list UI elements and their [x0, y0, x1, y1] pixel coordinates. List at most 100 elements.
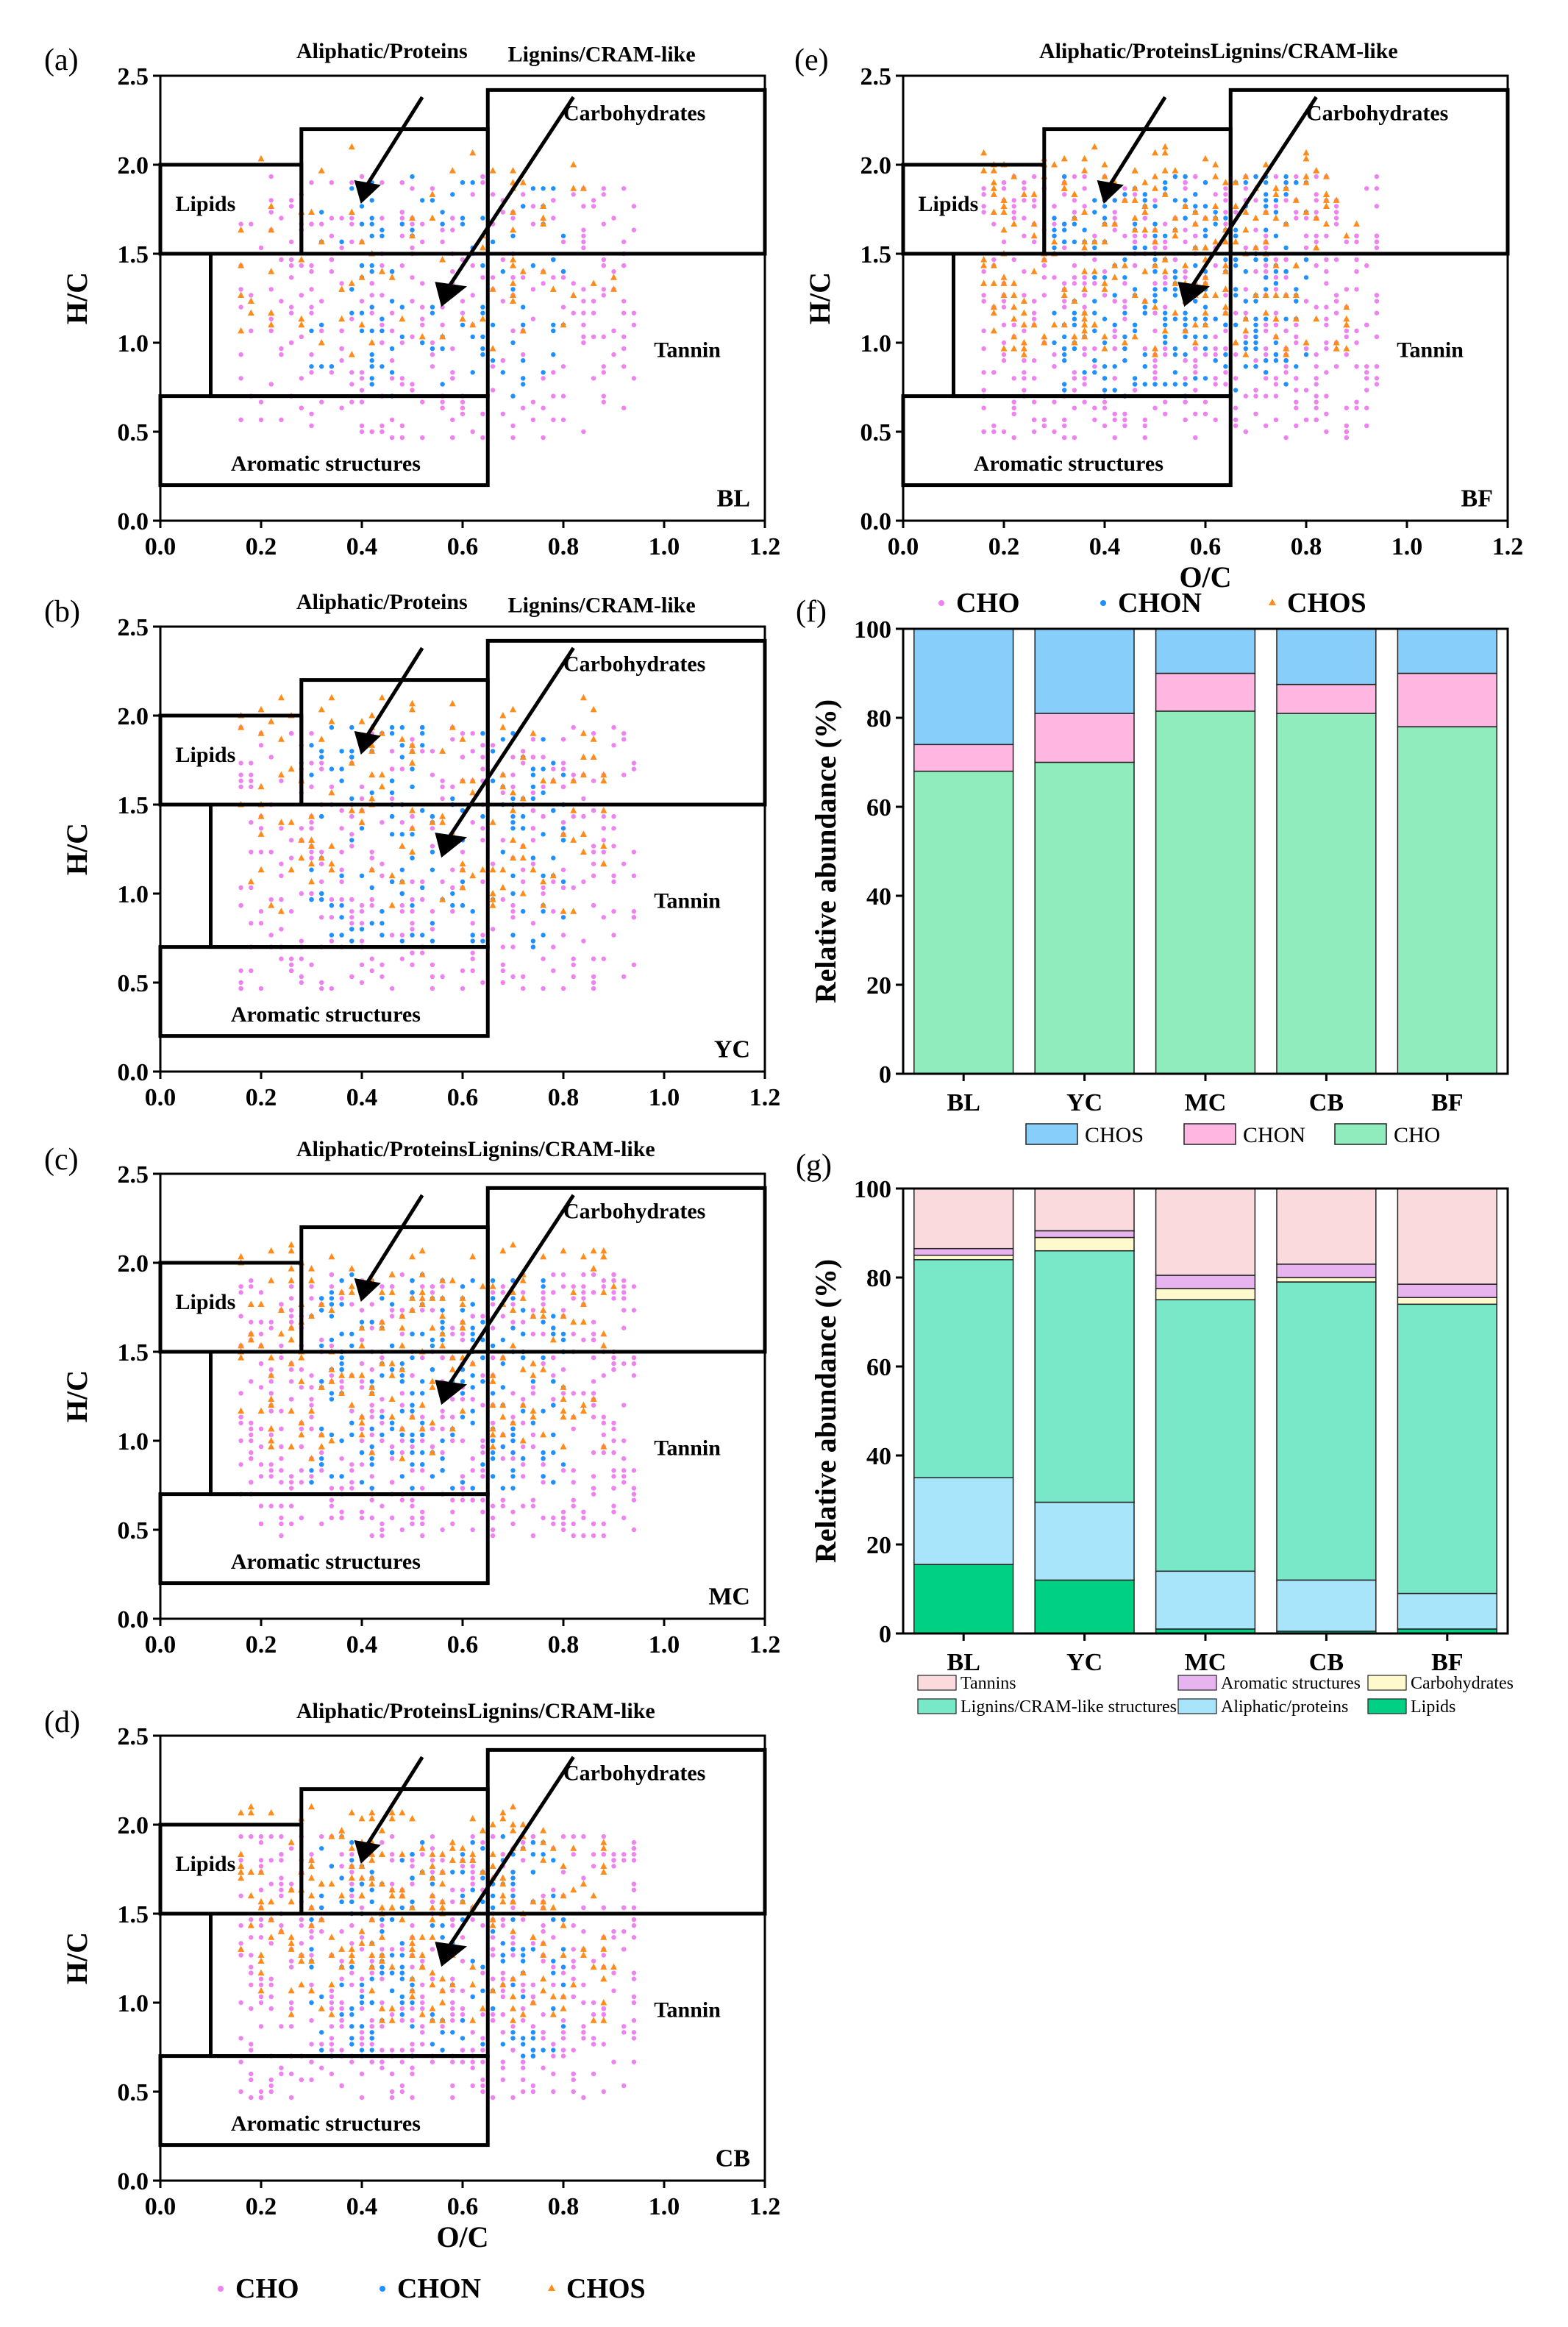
y-tick-label: 100: [854, 616, 891, 644]
point-cho: [1193, 435, 1198, 441]
point-chon: [319, 755, 324, 760]
point-chos: [489, 1916, 496, 1922]
point-chon: [329, 933, 335, 938]
y-tick-label: 0.0: [118, 1059, 149, 1086]
point-chos: [418, 1247, 426, 1254]
point-cho: [1152, 310, 1158, 316]
point-cho: [238, 376, 243, 381]
point-chon: [369, 1426, 374, 1432]
point-chon: [1102, 364, 1108, 369]
point-cho: [1031, 174, 1037, 179]
point-cho: [450, 2006, 455, 2011]
point-cho: [249, 1935, 254, 1940]
point-chon: [510, 1881, 516, 1886]
point-cho: [450, 1976, 455, 1981]
point-cho: [339, 1515, 344, 1521]
point-chos: [368, 1814, 376, 1822]
point-chos: [540, 877, 547, 885]
point-cho: [981, 299, 986, 304]
point-cho: [430, 772, 435, 777]
point-chon: [1112, 322, 1117, 327]
point-chos: [257, 783, 265, 790]
point-cho: [621, 1290, 627, 1295]
point-cho: [279, 1343, 284, 1349]
point-chon: [1273, 352, 1279, 357]
point-cho: [369, 1403, 374, 1408]
x-tick-label: 0.4: [346, 533, 378, 560]
point-cho: [349, 2059, 354, 2064]
point-cho: [470, 1314, 475, 1319]
point-cho: [500, 1314, 505, 1319]
point-chon: [541, 737, 546, 742]
point-cho: [470, 1497, 475, 1503]
point-cho: [379, 1840, 385, 1845]
point-cho: [631, 760, 637, 766]
point-cho: [349, 1480, 354, 1485]
point-chos: [429, 2005, 436, 2011]
point-cho: [1011, 257, 1016, 263]
point-cho: [359, 2071, 365, 2076]
point-cho: [571, 1959, 576, 1964]
point-cho: [581, 340, 586, 346]
point-cho: [1344, 352, 1350, 357]
point-chos: [590, 753, 597, 760]
point-cho: [480, 174, 485, 179]
point-cho: [560, 2036, 566, 2041]
point-cho: [1122, 417, 1127, 423]
point-chon: [430, 1881, 435, 1886]
point-chon: [369, 1887, 374, 1892]
y-tick-label: 2.5: [118, 1723, 149, 1750]
point-chon: [1233, 233, 1239, 238]
point-chos: [530, 1999, 537, 2006]
point-cho: [1303, 233, 1309, 238]
x-tick-label: 0.0: [145, 1631, 177, 1658]
point-cho: [1333, 310, 1339, 316]
point-cho: [339, 2000, 344, 2006]
point-cho: [1072, 376, 1077, 381]
point-cho: [339, 2018, 344, 2023]
x-tick-label: 0.6: [447, 533, 479, 560]
point-chon: [309, 897, 314, 902]
point-cho: [541, 1929, 546, 1934]
point-chos: [510, 1928, 516, 1934]
point-cho: [621, 1296, 627, 1301]
point-cho: [238, 304, 243, 310]
point-chon: [551, 1325, 556, 1330]
point-chon: [1172, 352, 1178, 357]
point-chos: [1081, 243, 1088, 251]
point-cho: [319, 2042, 324, 2047]
point-chon: [369, 1976, 374, 1981]
point-chos: [519, 1821, 527, 1828]
point-cho: [460, 1497, 466, 1503]
point-chos: [1333, 196, 1340, 203]
point-cho: [1303, 417, 1309, 423]
point-chos: [418, 1401, 426, 1408]
point-chos: [268, 321, 275, 328]
point-cho: [249, 2006, 254, 2011]
point-chos: [510, 1803, 516, 1810]
point-chos: [358, 1419, 366, 1426]
point-cho: [621, 346, 627, 352]
point-chon: [1163, 322, 1168, 327]
arrows: [354, 646, 575, 858]
point-chon: [500, 1941, 505, 1946]
point-chos: [268, 226, 275, 233]
point-chos: [358, 1324, 366, 1331]
point-chos: [1272, 185, 1280, 191]
point-chon: [1202, 304, 1208, 310]
point-chon: [1243, 180, 1249, 185]
y-tick-label: 2.0: [118, 1812, 149, 1839]
point-chos: [429, 214, 436, 221]
point-cho: [329, 2024, 335, 2029]
point-cho: [420, 2006, 425, 2011]
point-chon: [490, 2006, 496, 2011]
point-chon: [551, 1917, 556, 1922]
point-chos: [277, 1330, 285, 1337]
point-chos: [388, 1289, 396, 1295]
point-chon: [1092, 358, 1097, 363]
point-cho: [541, 1361, 546, 1366]
point-cho: [621, 2024, 627, 2029]
point-chon: [440, 1922, 445, 1928]
point-cho: [460, 2006, 466, 2011]
point-cho: [319, 2065, 324, 2070]
